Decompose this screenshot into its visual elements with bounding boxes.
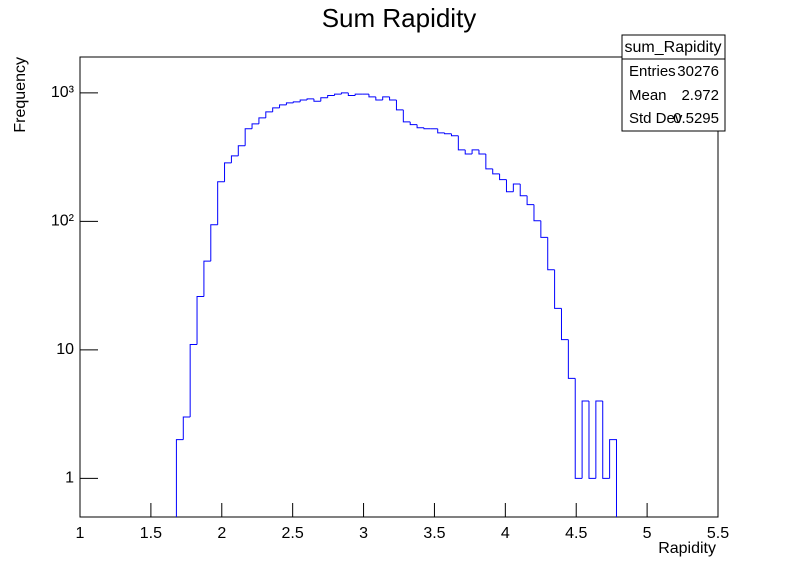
histogram-bin [533, 204, 541, 222]
histogram-bin [457, 135, 466, 151]
histogram-bin [609, 439, 617, 517]
x-tick-label: 5 [643, 525, 652, 542]
histogram-bin [347, 92, 356, 96]
histogram-bin [272, 107, 280, 112]
x-tick-label: 4.5 [565, 525, 587, 542]
histogram-bin [574, 378, 583, 479]
y-tick-label: 10² [51, 213, 75, 230]
histogram-bin [244, 128, 253, 146]
histogram-bin [299, 99, 308, 102]
y-tick-label: 1 [65, 470, 74, 487]
histogram-bin [375, 96, 383, 101]
x-tick-label: 2 [217, 525, 226, 542]
histogram-bin [554, 269, 562, 309]
y-tick-label: 10³ [51, 84, 75, 101]
stats-value: 0.5295 [673, 110, 719, 127]
stats-value: 30276 [677, 63, 719, 80]
histogram-bin [334, 93, 342, 96]
histogram-bin [505, 179, 514, 193]
stats-frame [621, 34, 726, 132]
histogram-bin [395, 99, 404, 111]
histogram-bin [279, 104, 287, 108]
histogram-bin [492, 168, 500, 175]
x-tick-label: 1 [76, 525, 85, 542]
histogram-bin [402, 109, 411, 123]
histogram-bin [224, 162, 232, 182]
histogram-bin [526, 195, 534, 206]
histogram-bin [368, 94, 376, 98]
y-tick-label: 10 [56, 341, 74, 358]
histogram-bin [512, 183, 521, 192]
stats-label: Std Dev [629, 110, 683, 127]
histogram-bin [306, 98, 314, 100]
histogram-bin [588, 400, 596, 479]
histogram-bin [485, 154, 493, 170]
histogram-bin [595, 400, 603, 479]
histogram-bin [464, 149, 473, 155]
stats-label: Entries [629, 63, 676, 80]
histogram-bin [320, 97, 328, 102]
stats-box: sum_Rapidity Entries 30276 Mean 2.972 St… [621, 34, 726, 132]
histogram-bin [471, 149, 479, 155]
histogram-bin [382, 96, 390, 100]
histogram-bin [416, 124, 424, 129]
histogram-bin [409, 121, 418, 126]
histogram-bin [203, 260, 211, 297]
histogram-bin [265, 111, 273, 118]
stats-value: 2.972 [681, 87, 719, 104]
x-axis-label: Rapidity [658, 540, 716, 557]
histogram-bin [354, 93, 363, 96]
x-tick-label: 1.5 [140, 525, 162, 542]
histogram-bin [519, 184, 528, 197]
histogram-bin [437, 128, 445, 134]
x-tick-label: 3.5 [423, 525, 445, 542]
histogram-bin [175, 439, 184, 517]
histogram-bin [389, 96, 397, 101]
stats-title: sum_Rapidity [625, 39, 722, 56]
histogram-bin [251, 123, 259, 129]
chart-title: Sum Rapidity [322, 3, 477, 33]
histogram-bin [292, 101, 301, 103]
x-tick-label: 3 [359, 525, 368, 542]
y-axis-label: Frequency [12, 57, 29, 133]
histogram-bin [327, 94, 335, 98]
stats-label: Mean [629, 87, 667, 104]
x-tick-label: 5.5 [707, 525, 729, 542]
histogram-bin [237, 145, 246, 156]
histogram-bin [285, 102, 294, 105]
histogram-bin [258, 117, 266, 124]
histogram-bin [230, 155, 239, 163]
histogram-bin [547, 237, 555, 271]
histogram-bin [540, 220, 548, 238]
histogram-bin [444, 132, 452, 135]
histogram-bin [217, 181, 225, 225]
x-tick-label: 2.5 [282, 525, 304, 542]
histogram-bin [567, 339, 576, 379]
histogram-bin [450, 133, 459, 137]
x-tick-label: 4 [501, 525, 510, 542]
plot-frame [79, 56, 719, 518]
histogram-bin [560, 308, 569, 341]
histogram-bin [478, 149, 486, 155]
histogram-bin [499, 173, 507, 181]
histogram-bin [313, 98, 321, 102]
histogram-bin [423, 127, 431, 130]
histogram-bin [340, 92, 349, 95]
histogram-bin [602, 400, 610, 479]
histogram-bin [581, 400, 589, 479]
histogram-bin [196, 295, 204, 345]
histogram-bin [210, 224, 218, 262]
histogram-bin [189, 344, 198, 418]
histogram-bin [182, 416, 191, 440]
